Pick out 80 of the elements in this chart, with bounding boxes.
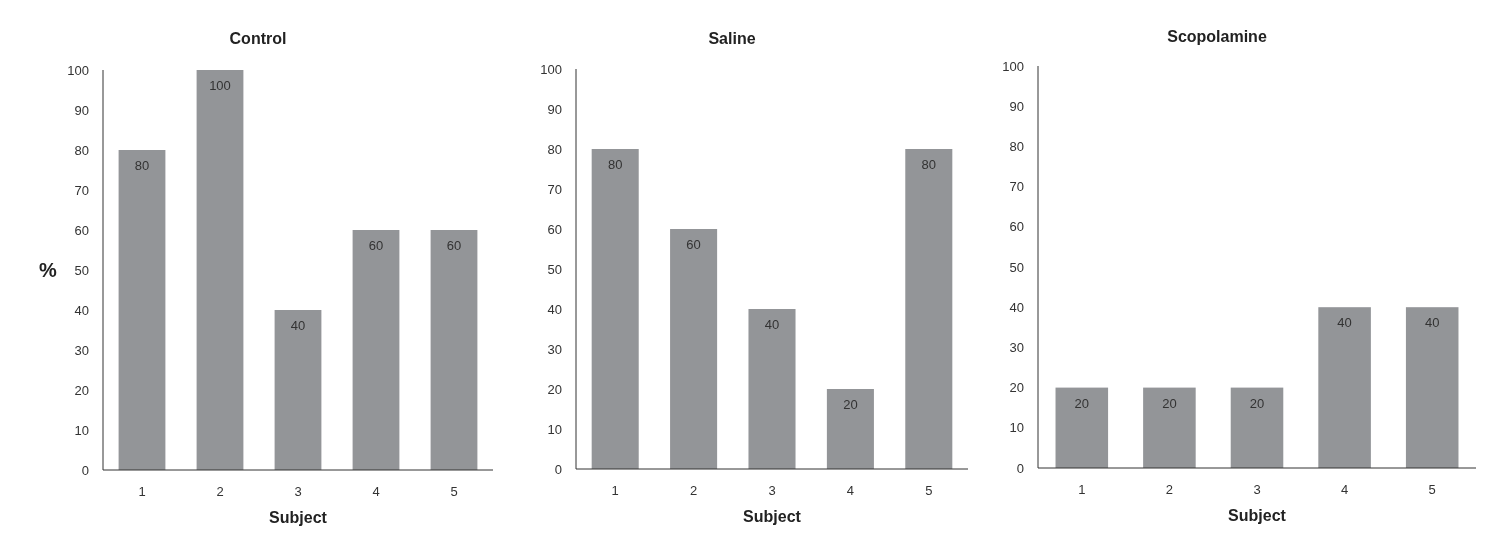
bar (670, 229, 718, 469)
y-tick-label: 40 (1009, 299, 1024, 315)
y-tick-label: 30 (74, 342, 89, 358)
x-tick-label: 4 (1340, 482, 1349, 497)
y-tick-label: 10 (74, 422, 89, 438)
y-tick-label: 90 (1009, 98, 1024, 114)
data-label: 40 (290, 318, 306, 333)
y-tick-label: 50 (74, 262, 89, 278)
y-tick-label: 20 (1009, 380, 1024, 396)
y-axis-title: % (39, 259, 58, 281)
data-label: 20 (1074, 395, 1090, 411)
x-axis-title: Subject (743, 508, 802, 525)
y-tick-label: 60 (547, 221, 562, 237)
data-label: 40 (1424, 315, 1440, 331)
bar (196, 70, 244, 470)
y-tick-label: 10 (1009, 420, 1024, 436)
bar (748, 309, 796, 469)
data-label: 60 (686, 237, 701, 252)
data-label: 20 (1162, 395, 1177, 411)
y-tick-label: 0 (554, 461, 562, 477)
bar (826, 389, 874, 469)
y-tick-label: 30 (547, 341, 562, 357)
x-tick-label: 1 (1078, 482, 1086, 497)
bar (352, 230, 400, 470)
x-tick-label: 3 (768, 483, 776, 498)
x-tick-label: 4 (846, 483, 855, 498)
chart-title: Scopolamine (1167, 28, 1267, 45)
x-tick-label: 1 (611, 483, 619, 498)
y-tick-label: 60 (74, 222, 89, 238)
data-label: 20 (843, 397, 858, 412)
bar (118, 150, 166, 470)
data-label: 60 (446, 238, 462, 253)
y-tick-label: 40 (547, 301, 562, 317)
y-tick-label: 70 (1009, 179, 1024, 195)
x-tick-label: 2 (689, 483, 698, 498)
bar (274, 310, 322, 470)
bar (430, 230, 478, 470)
y-tick-label: 40 (74, 302, 89, 318)
x-tick-label: 4 (372, 484, 380, 499)
y-tick-label: 20 (547, 381, 562, 397)
y-tick-label: 50 (547, 261, 562, 277)
y-tick-label: 0 (81, 462, 89, 478)
data-label: 40 (764, 317, 780, 332)
data-label: 60 (368, 238, 384, 253)
x-tick-label: 2 (216, 484, 224, 499)
y-tick-label: 90 (547, 101, 562, 117)
bar (591, 149, 639, 469)
y-tick-label: 80 (547, 141, 562, 157)
y-tick-label: 30 (1009, 339, 1024, 355)
data-label: 20 (1249, 395, 1265, 411)
x-tick-label: 5 (450, 484, 458, 499)
y-tick-label: 100 (1002, 58, 1024, 74)
y-tick-label: 80 (74, 142, 89, 158)
data-label: 80 (607, 157, 623, 172)
x-tick-label: 5 (1428, 482, 1436, 497)
y-tick-label: 50 (1009, 259, 1024, 275)
data-label: 80 (134, 158, 150, 173)
x-axis-title: Subject (269, 509, 328, 526)
y-tick-label: 60 (1009, 219, 1024, 235)
x-tick-label: 3 (294, 484, 302, 499)
x-tick-label: 3 (1253, 482, 1261, 497)
y-tick-label: 70 (74, 182, 89, 198)
data-label: 80 (921, 157, 937, 172)
x-tick-label: 2 (1165, 482, 1174, 497)
y-tick-label: 100 (540, 61, 562, 77)
x-tick-label: 1 (138, 484, 146, 499)
x-tick-label: 5 (925, 483, 933, 498)
y-tick-label: 20 (74, 382, 89, 398)
x-axis-title: Subject (1228, 507, 1287, 524)
y-tick-label: 70 (547, 181, 562, 197)
chart-title: Control (229, 30, 287, 47)
chart-title: Saline (708, 30, 756, 47)
y-tick-label: 80 (1009, 138, 1024, 154)
data-label: 40 (1337, 315, 1352, 331)
y-tick-label: 90 (74, 102, 89, 118)
bar (905, 149, 953, 469)
y-tick-label: 0 (1016, 460, 1024, 476)
y-tick-label: 10 (547, 421, 562, 437)
y-tick-label: 100 (67, 62, 89, 78)
data-label: 100 (209, 78, 231, 93)
